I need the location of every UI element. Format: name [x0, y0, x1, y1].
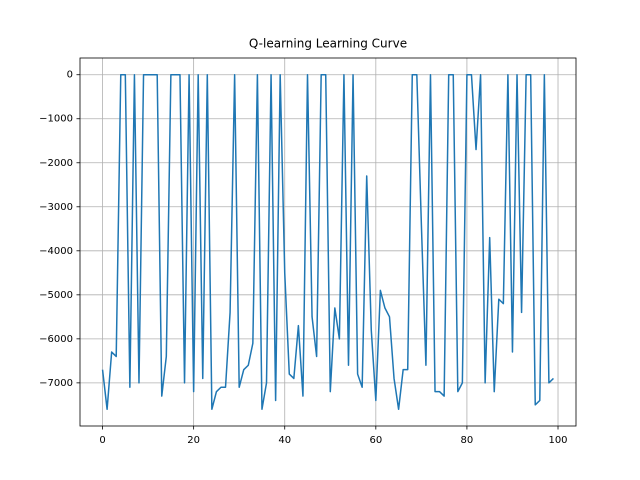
y-tick-label: −5000 [39, 290, 73, 301]
x-tick-label: 0 [99, 435, 105, 446]
y-tick-label: −1000 [39, 114, 73, 125]
y-tick-label: −7000 [39, 378, 73, 389]
y-tick-label: −3000 [39, 202, 73, 213]
x-tick-label: 20 [187, 435, 200, 446]
x-tick-label: 60 [369, 435, 382, 446]
x-tick-label: 40 [278, 435, 291, 446]
chart-title: Q-learning Learning Curve [249, 37, 407, 51]
y-tick-label: −6000 [39, 334, 73, 345]
y-tick-label: 0 [67, 70, 73, 81]
x-tick-label: 80 [461, 435, 474, 446]
axes-frame [79, 57, 577, 427]
line-series [101, 73, 554, 411]
y-tick-label: −4000 [39, 246, 73, 257]
y-tick-label: −2000 [39, 158, 73, 169]
x-tick-label: 100 [548, 435, 567, 446]
